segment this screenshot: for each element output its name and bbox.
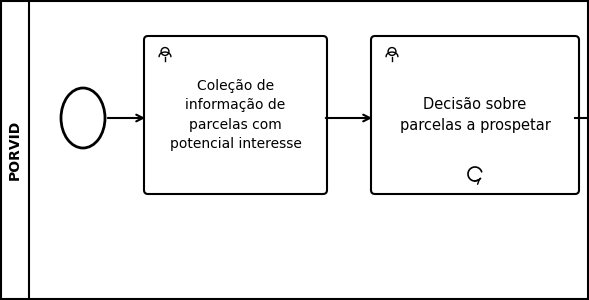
Ellipse shape (61, 88, 105, 148)
Text: Decisão sobre
parcelas a prospetar: Decisão sobre parcelas a prospetar (399, 97, 551, 133)
Text: Coleção de
informação de
parcelas com
potencial interesse: Coleção de informação de parcelas com po… (170, 79, 302, 151)
Text: PORVID: PORVID (8, 120, 22, 180)
Bar (1, 1, 29, 299)
FancyBboxPatch shape (144, 36, 327, 194)
Circle shape (388, 48, 396, 56)
FancyBboxPatch shape (371, 36, 579, 194)
Circle shape (161, 48, 169, 56)
